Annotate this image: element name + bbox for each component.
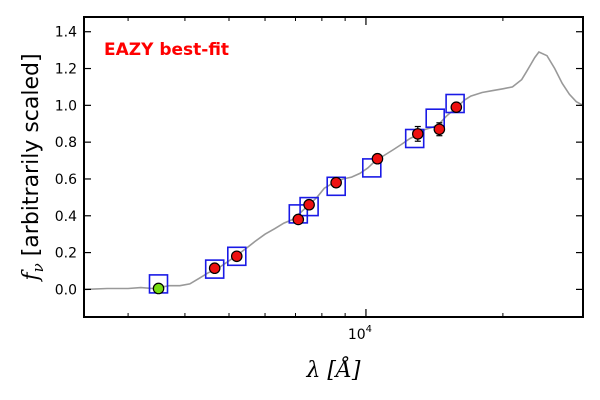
model-box	[299, 196, 319, 217]
y-tick-label: 1.2	[55, 62, 77, 78]
observed-point-marker	[371, 152, 384, 165]
observed-point	[230, 250, 243, 263]
observed-point	[152, 282, 165, 295]
observed-point-marker	[230, 250, 243, 263]
observed-points	[152, 101, 463, 295]
observed-point	[330, 176, 342, 189]
template-line	[83, 51, 584, 291]
observed-point-marker	[292, 213, 305, 226]
observed-point	[371, 152, 384, 165]
observed-point	[303, 198, 315, 211]
observed-point	[450, 101, 463, 113]
observed-point-marker	[303, 198, 315, 211]
x-axis-label-text: λ [Å]	[306, 355, 361, 383]
y-tick-label: 0.4	[55, 209, 77, 225]
model-boxes	[148, 93, 465, 294]
observed-point	[292, 213, 305, 226]
observed-point-marker	[433, 123, 446, 136]
x-tick-label: 104	[348, 324, 372, 343]
model-box	[204, 259, 225, 279]
annotation-label: EAZY best-fit	[104, 40, 229, 60]
observed-point-marker	[208, 262, 221, 275]
observed-point	[433, 122, 446, 137]
observed-point	[208, 262, 221, 275]
observed-point	[411, 125, 424, 142]
observed-point-marker	[330, 176, 342, 189]
y-tick-label: 0.6	[55, 172, 77, 188]
y-axis-label-text: fν [arbitrarily scaled]	[19, 53, 47, 282]
x-axis-label: λ [Å]	[306, 355, 361, 383]
observed-point-marker	[152, 282, 165, 295]
y-axis-label: fν [arbitrarily scaled]	[19, 53, 47, 282]
observed-point-marker	[411, 128, 424, 140]
observed-point-marker	[450, 101, 463, 113]
y-tick-label: 0.0	[55, 282, 77, 298]
y-tick-label: 0.8	[55, 135, 77, 151]
y-tick-label: 1.0	[55, 98, 77, 114]
y-tick-label: 1.4	[55, 25, 77, 41]
plot-frame	[83, 16, 584, 318]
axis-ticks	[84, 17, 583, 317]
y-tick-label: 0.2	[55, 246, 77, 262]
model-box	[227, 246, 247, 267]
